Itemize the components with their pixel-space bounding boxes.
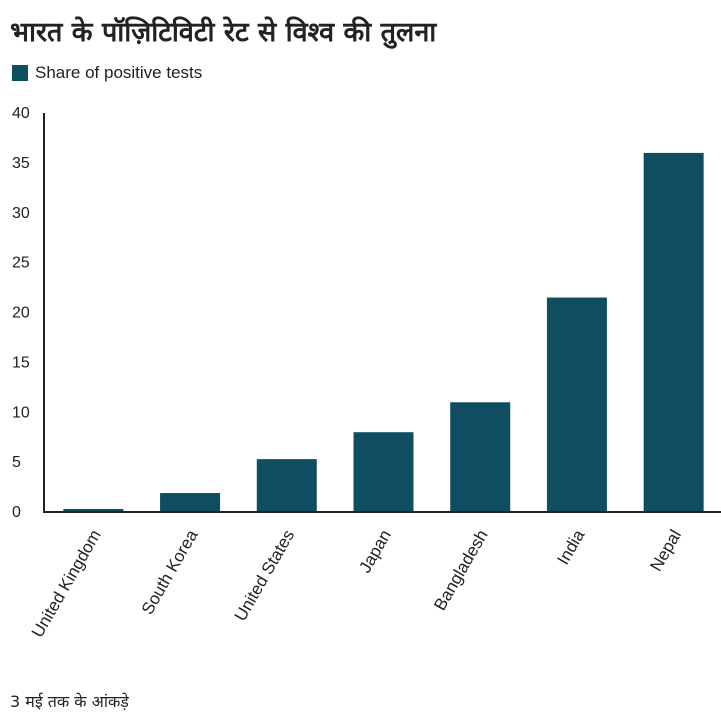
y-tick-label: 40 xyxy=(12,105,30,122)
bar-nepal xyxy=(643,152,704,512)
bar-india xyxy=(546,297,607,512)
y-tick-label: 25 xyxy=(12,255,30,272)
y-tick-label: 35 xyxy=(12,155,30,172)
legend-swatch xyxy=(12,65,28,81)
y-tick-label: 10 xyxy=(12,404,30,421)
x-tick-label: United Kingdom xyxy=(28,527,105,641)
bar-united-kingdom xyxy=(63,509,124,512)
x-tick-label: Nepal xyxy=(646,527,685,575)
bar-south-korea xyxy=(160,493,221,512)
bar-japan xyxy=(353,432,414,512)
y-tick-label: 5 xyxy=(12,454,21,471)
chart-title: भारत के पॉज़िटिविटी रेट से विश्व की तुलन… xyxy=(10,17,437,48)
bar-united-states xyxy=(256,459,317,512)
legend-label: Share of positive tests xyxy=(35,63,203,82)
y-tick-label: 20 xyxy=(12,305,30,322)
y-tick-label: 30 xyxy=(12,205,30,222)
x-tick-label: Japan xyxy=(355,527,395,577)
x-tick-label: South Korea xyxy=(138,526,202,618)
bar-bangladesh xyxy=(450,402,511,512)
y-tick-label: 15 xyxy=(12,354,30,371)
x-tick-label: United States xyxy=(231,527,298,625)
x-tick-label: India xyxy=(554,526,589,568)
footnote: 3 मई तक के आंकड़े xyxy=(10,692,129,711)
legend: Share of positive tests xyxy=(12,63,202,83)
y-tick-label: 0 xyxy=(12,504,21,521)
x-tick-label: Bangladesh xyxy=(430,527,491,614)
